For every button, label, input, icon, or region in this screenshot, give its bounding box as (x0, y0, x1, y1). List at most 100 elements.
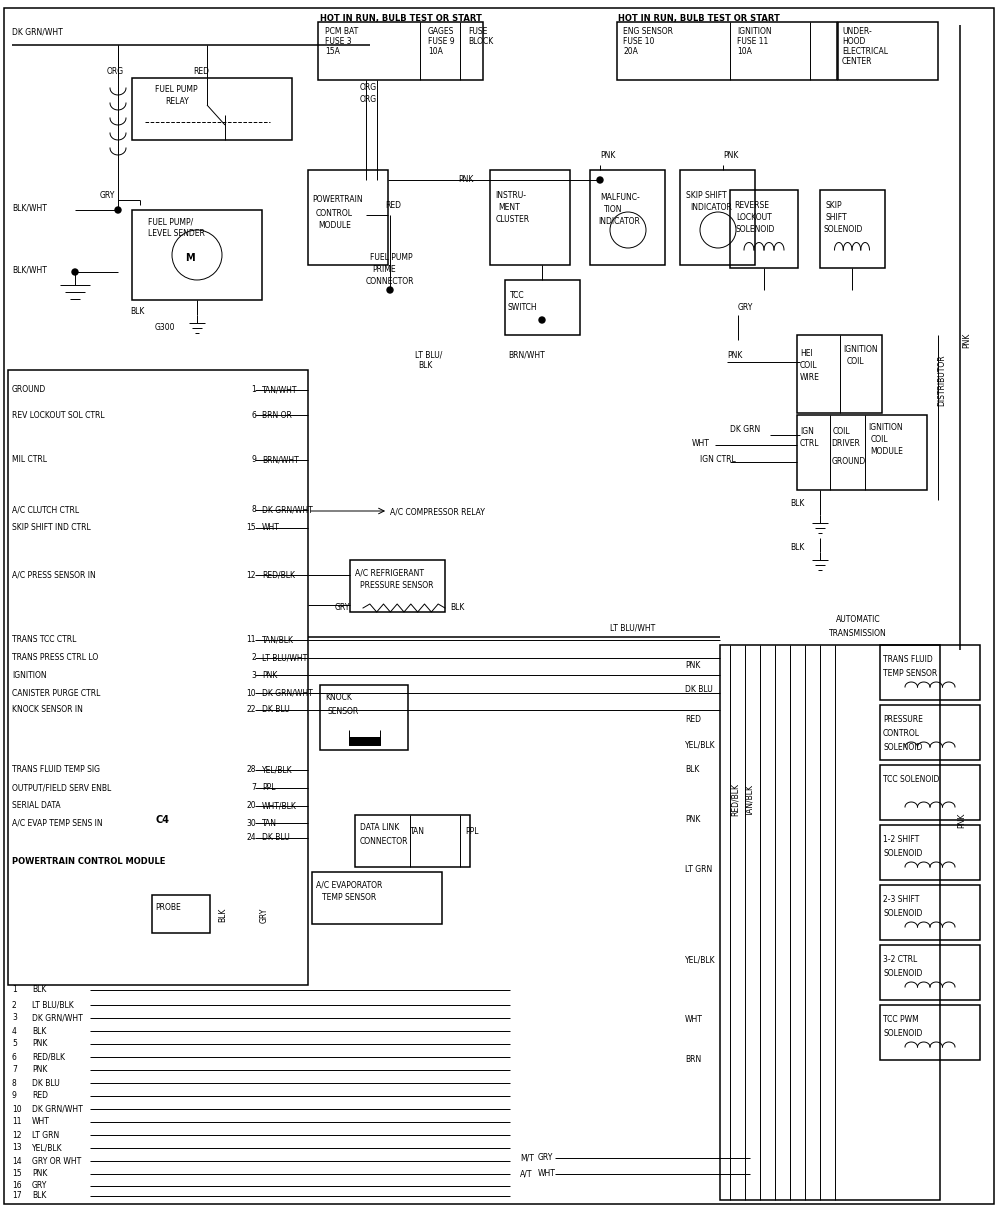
Text: M/T: M/T (520, 1154, 534, 1162)
Text: HOT IN RUN, BULB TEST OR START: HOT IN RUN, BULB TEST OR START (618, 13, 780, 23)
Text: GRY: GRY (260, 907, 269, 923)
Text: DK BLU: DK BLU (32, 1079, 60, 1087)
Text: BLK: BLK (32, 986, 46, 994)
Text: ORG: ORG (360, 83, 377, 93)
Bar (318, 22, 483, 80)
Text: TRANS TCC CTRL: TRANS TCC CTRL (12, 635, 76, 645)
Text: SKIP SHIFT: SKIP SHIFT (686, 191, 727, 199)
Text: 6: 6 (12, 1052, 17, 1062)
Text: HEI: HEI (800, 348, 813, 358)
Bar (8, 370, 308, 985)
Text: BLK/WHT: BLK/WHT (12, 266, 47, 274)
Text: 2: 2 (12, 1000, 17, 1010)
Text: PNK: PNK (723, 151, 738, 159)
Text: 12: 12 (12, 1131, 22, 1139)
Text: A/C PRESS SENSOR IN: A/C PRESS SENSOR IN (12, 570, 96, 580)
Text: IGN CTRL: IGN CTRL (700, 455, 736, 465)
Text: ORG: ORG (107, 68, 124, 76)
Text: RED: RED (193, 68, 209, 76)
Text: GRY: GRY (335, 604, 350, 612)
Text: DK GRN/WHT: DK GRN/WHT (262, 689, 313, 697)
Text: CONNECTOR: CONNECTOR (366, 278, 415, 286)
Text: PPL: PPL (262, 784, 276, 792)
Text: TAN/BLK: TAN/BLK (746, 784, 755, 815)
Text: DK GRN/WHT: DK GRN/WHT (12, 28, 63, 36)
Text: RELAY: RELAY (165, 98, 189, 106)
Text: WHT: WHT (32, 1117, 50, 1127)
Bar (308, 170, 388, 265)
Text: M: M (185, 252, 195, 263)
Text: LT GRN: LT GRN (32, 1131, 59, 1139)
Circle shape (72, 269, 78, 275)
Text: PNK: PNK (262, 670, 277, 679)
Text: FUEL PUMP: FUEL PUMP (370, 254, 413, 262)
Text: DK GRN: DK GRN (730, 425, 760, 435)
Text: 5: 5 (12, 1040, 17, 1049)
Text: RED: RED (385, 201, 401, 209)
Text: 10A: 10A (428, 47, 443, 57)
Text: TRANS FLUID TEMP SIG: TRANS FLUID TEMP SIG (12, 766, 100, 774)
Text: 22: 22 (246, 705, 256, 714)
Text: DK GRN/WHT: DK GRN/WHT (262, 505, 313, 515)
Text: CLUSTER: CLUSTER (496, 215, 530, 223)
Text: INSTRU-: INSTRU- (495, 191, 526, 199)
Circle shape (597, 178, 603, 182)
Text: COIL: COIL (833, 428, 851, 436)
Text: RED: RED (685, 715, 701, 725)
Text: PNK: PNK (685, 661, 700, 669)
Text: REVERSE: REVERSE (734, 201, 769, 209)
Text: 15A: 15A (325, 47, 340, 57)
Text: 11: 11 (246, 635, 256, 645)
Text: OUTPUT/FIELD SERV ENBL: OUTPUT/FIELD SERV ENBL (12, 784, 111, 792)
Text: PNK: PNK (32, 1040, 47, 1049)
Bar (838, 22, 938, 80)
Text: PPL: PPL (465, 827, 479, 836)
Bar (880, 705, 980, 760)
Text: SOLENOID: SOLENOID (883, 1028, 922, 1038)
Text: BLK: BLK (418, 360, 432, 370)
Text: A/C EVAP TEMP SENS IN: A/C EVAP TEMP SENS IN (12, 819, 103, 827)
Text: TAN/BLK: TAN/BLK (262, 635, 294, 645)
Text: GRY: GRY (100, 191, 115, 199)
Text: PROBE: PROBE (155, 904, 181, 912)
Text: TCC: TCC (510, 290, 525, 300)
Text: 9: 9 (12, 1092, 17, 1100)
Text: CONNECTOR: CONNECTOR (360, 837, 409, 847)
Text: POWERTRAIN: POWERTRAIN (312, 196, 363, 204)
Text: 13: 13 (12, 1144, 22, 1152)
Text: BLK: BLK (130, 308, 144, 316)
Text: BLOCK: BLOCK (468, 37, 493, 46)
Text: SOLENOID: SOLENOID (883, 848, 922, 858)
Text: CENTER: CENTER (842, 58, 872, 66)
Text: LEVEL SENDER: LEVEL SENDER (148, 228, 205, 238)
Bar (880, 945, 980, 1000)
Text: 20: 20 (246, 801, 256, 811)
Text: FUSE 11: FUSE 11 (737, 37, 768, 46)
Text: TAN/WHT: TAN/WHT (262, 385, 298, 395)
Text: BLK: BLK (218, 908, 227, 922)
Text: BRN/WHT: BRN/WHT (262, 455, 299, 465)
Text: TRANSMISSION: TRANSMISSION (829, 628, 887, 638)
Text: 1: 1 (251, 385, 256, 395)
Text: LOCKOUT: LOCKOUT (736, 213, 772, 221)
Text: 24: 24 (246, 834, 256, 842)
Text: PNK: PNK (962, 332, 971, 348)
Text: PNK: PNK (458, 175, 473, 185)
Text: LT GRN: LT GRN (685, 865, 712, 875)
Text: A/C COMPRESSOR RELAY: A/C COMPRESSOR RELAY (390, 507, 485, 517)
Text: HOOD: HOOD (842, 37, 865, 46)
Text: RED/BLK: RED/BLK (730, 784, 740, 817)
Text: PNK: PNK (32, 1065, 47, 1074)
Text: BLK: BLK (450, 604, 464, 612)
Text: YEL/BLK: YEL/BLK (262, 766, 293, 774)
Text: GRY: GRY (32, 1181, 47, 1191)
Text: RED/BLK: RED/BLK (262, 570, 295, 580)
Text: 3-2 CTRL: 3-2 CTRL (883, 956, 917, 964)
Text: COIL: COIL (871, 436, 889, 445)
Text: SOLENOID: SOLENOID (736, 225, 775, 233)
Bar (349, 737, 380, 745)
Bar (132, 210, 262, 300)
Text: GRY OR WHT: GRY OR WHT (32, 1156, 81, 1166)
Bar (880, 645, 980, 699)
Text: GRY: GRY (738, 303, 753, 313)
